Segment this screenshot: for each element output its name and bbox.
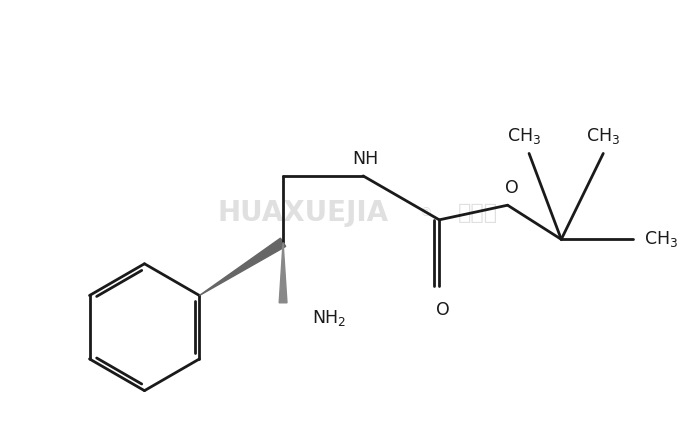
Text: O: O <box>437 301 450 319</box>
Text: CH$_3$: CH$_3$ <box>644 229 678 249</box>
Polygon shape <box>279 242 287 303</box>
Text: CH$_3$: CH$_3$ <box>586 126 620 146</box>
Text: NH: NH <box>352 150 378 168</box>
Text: 化学加: 化学加 <box>458 203 498 223</box>
Polygon shape <box>200 238 286 296</box>
Text: NH$_2$: NH$_2$ <box>313 308 347 328</box>
Text: ®: ® <box>419 207 432 219</box>
Text: CH$_3$: CH$_3$ <box>507 126 541 146</box>
Text: O: O <box>505 179 518 197</box>
Text: HUAXUEJIA: HUAXUEJIA <box>217 199 388 227</box>
